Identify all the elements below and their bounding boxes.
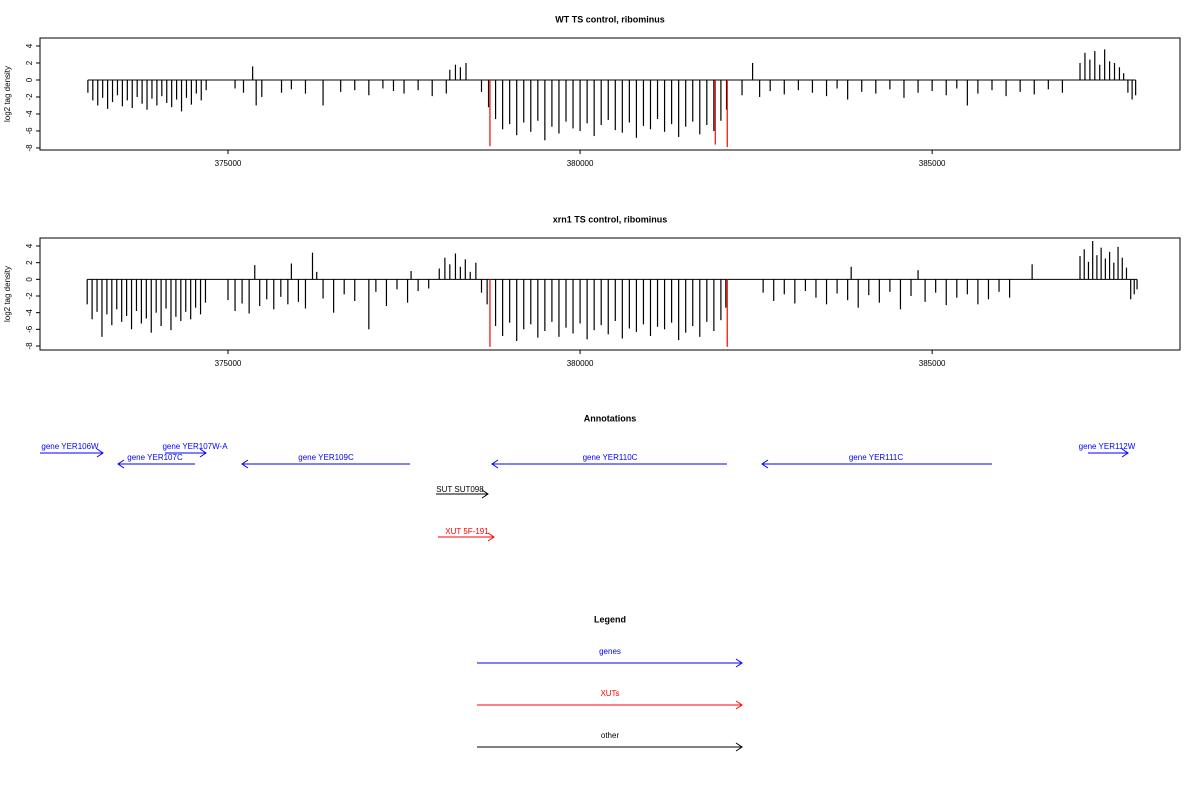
legend-label: other bbox=[601, 731, 620, 740]
feature-label: SUT SUT098 bbox=[436, 485, 484, 494]
feature-arrow-head bbox=[117, 459, 125, 469]
annotations-title: Annotations bbox=[584, 413, 637, 423]
x-tick-label: 380000 bbox=[567, 359, 594, 368]
feature-label: gene YER106W bbox=[41, 442, 99, 451]
panel-title: WT TS control, ribominus bbox=[555, 14, 665, 24]
legend-arrow-head bbox=[735, 742, 743, 752]
feature-label: gene YER107W-A bbox=[162, 442, 228, 451]
y-tick-label: 4 bbox=[25, 43, 34, 48]
y-tick-label: -4 bbox=[25, 110, 34, 118]
y-tick-label: -8 bbox=[25, 144, 34, 152]
feature-arrow-head bbox=[241, 459, 249, 469]
legend-arrow-head bbox=[735, 658, 743, 668]
y-tick-label: -2 bbox=[25, 93, 34, 101]
plot-frame bbox=[39, 37, 1181, 151]
y-tick-label: 0 bbox=[25, 277, 34, 282]
feature-label: XUT 5F-191 bbox=[445, 527, 489, 536]
legend-title: Legend bbox=[594, 614, 626, 624]
feature-label: gene YER107C bbox=[127, 453, 183, 462]
legend-label: genes bbox=[599, 647, 621, 656]
y-axis-label: log2 tag density bbox=[3, 266, 12, 322]
y-tick-label: -6 bbox=[25, 127, 34, 135]
panel-title: xrn1 TS control, ribominus bbox=[553, 214, 668, 224]
y-tick-label: 4 bbox=[25, 243, 34, 248]
legend-arrow-head bbox=[735, 700, 743, 710]
x-tick-label: 385000 bbox=[919, 159, 946, 168]
feature-label: gene YER111C bbox=[849, 453, 903, 462]
y-tick-label: -8 bbox=[25, 342, 34, 350]
x-tick-label: 375000 bbox=[215, 359, 242, 368]
feature-label: gene YER112W bbox=[1079, 442, 1136, 451]
legend-label: XUTs bbox=[600, 689, 619, 698]
y-tick-label: -6 bbox=[25, 325, 34, 333]
y-tick-label: 0 bbox=[25, 77, 34, 82]
feature-label: gene YER110C bbox=[583, 453, 638, 462]
y-tick-label: 2 bbox=[25, 260, 34, 265]
x-tick-label: 375000 bbox=[215, 159, 242, 168]
feature-arrow-head bbox=[481, 489, 489, 499]
x-tick-label: 380000 bbox=[567, 159, 594, 168]
feature-arrow-head bbox=[491, 459, 499, 469]
feature-arrow-head bbox=[199, 448, 207, 458]
feature-arrow-head bbox=[487, 532, 495, 542]
feature-arrow-head bbox=[1121, 448, 1129, 458]
feature-label: gene YER109C bbox=[298, 453, 354, 462]
y-tick-label: 2 bbox=[25, 60, 34, 65]
y-axis-label: log2 tag density bbox=[3, 66, 12, 122]
feature-arrow-head bbox=[761, 459, 769, 469]
feature-arrow-head bbox=[96, 448, 104, 458]
y-tick-label: -4 bbox=[25, 309, 34, 317]
plot-frame bbox=[39, 237, 1181, 351]
y-tick-label: -2 bbox=[25, 292, 34, 300]
x-tick-label: 385000 bbox=[919, 359, 946, 368]
